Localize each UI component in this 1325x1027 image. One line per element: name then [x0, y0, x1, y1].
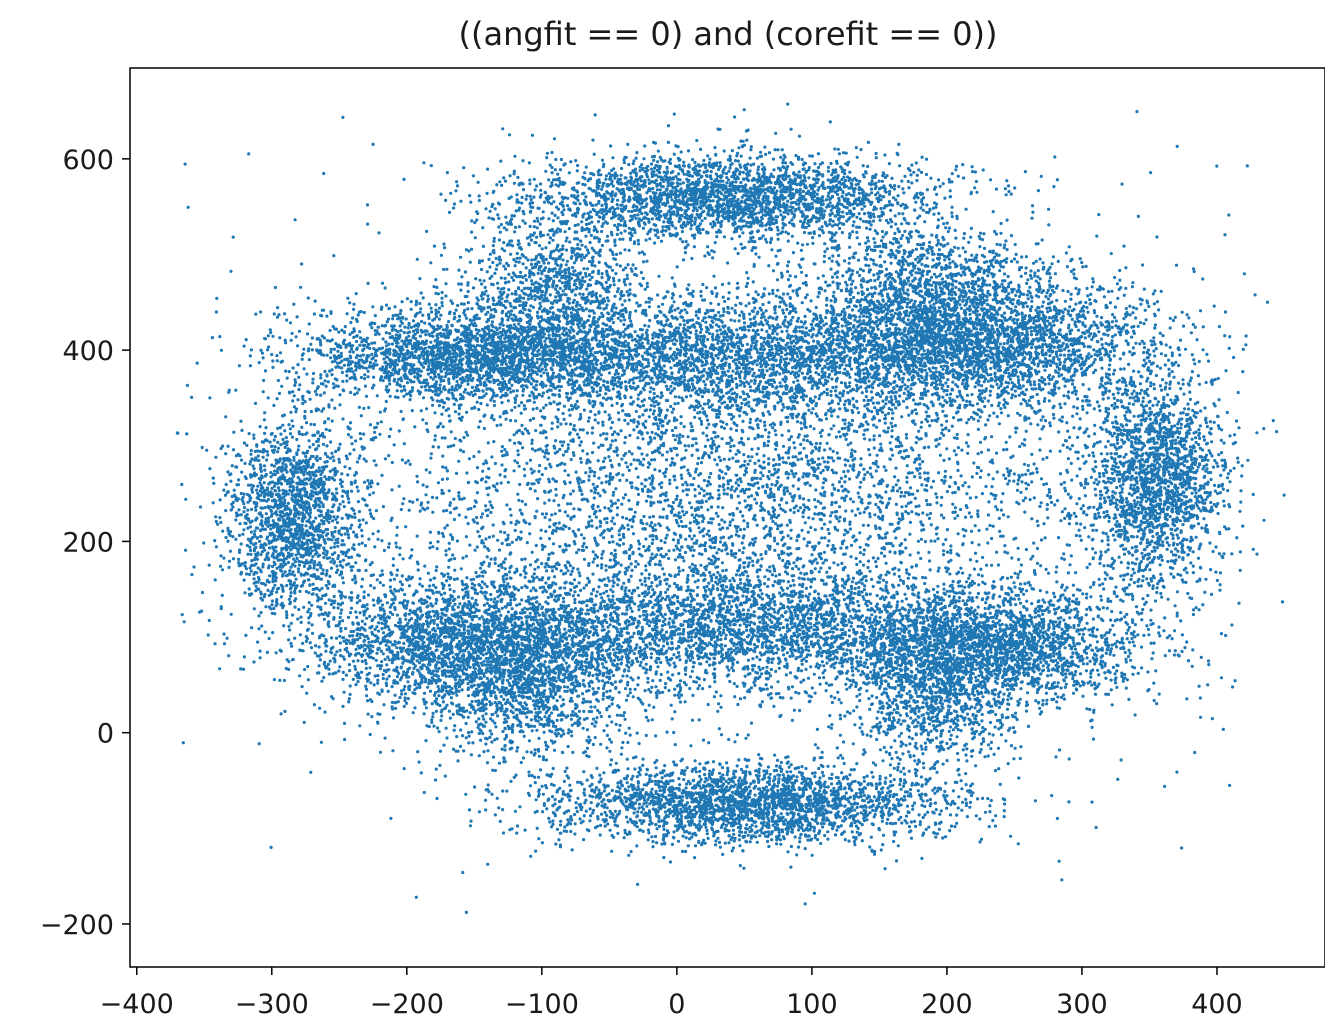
x-tick-label: 0: [668, 989, 685, 1020]
x-tick-label: −100: [505, 989, 579, 1020]
x-tick-label: 400: [1191, 989, 1243, 1020]
x-tick-label: −300: [235, 989, 309, 1020]
plot-frame: [129, 67, 1325, 968]
scatter-point-cloud: [175, 102, 1286, 915]
x-tick-label: 200: [921, 989, 973, 1020]
x-tick-label: 100: [786, 989, 838, 1020]
chart-title: ((angfit == 0) and (corefit == 0)): [458, 15, 997, 53]
y-tick-label: 0: [97, 719, 114, 750]
x-axis-ticks: −400 −300 −200 −100 0 100 200 300 400: [100, 967, 1243, 1020]
y-tick-label: 600: [62, 145, 114, 176]
x-tick-label: −200: [370, 989, 444, 1020]
y-tick-label: 400: [62, 336, 114, 367]
x-tick-label: 300: [1056, 989, 1108, 1020]
y-tick-label: −200: [40, 910, 114, 941]
x-tick-label: −400: [100, 989, 174, 1020]
y-tick-label: 200: [62, 527, 114, 558]
scatter-points: [175, 102, 1286, 915]
y-axis-ticks: −200 0 200 400 600: [40, 145, 130, 941]
